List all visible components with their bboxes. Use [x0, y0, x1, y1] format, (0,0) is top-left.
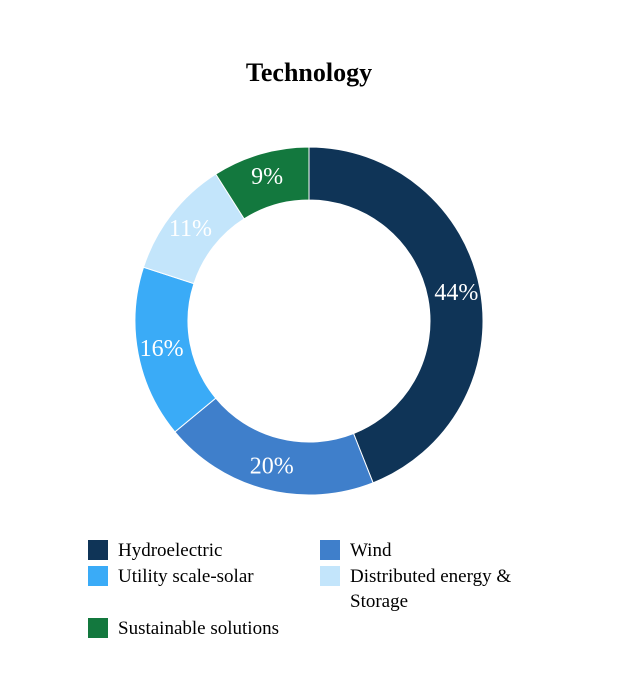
slice-hydroelectric: [308, 146, 484, 484]
legend-item-sustainable-solutions: Sustainable solutions: [88, 616, 328, 641]
slice-label-hydroelectric: 44%: [434, 280, 478, 306]
legend-swatch-distributed-energy-storage: [320, 566, 340, 586]
legend-item-hydroelectric: Hydroelectric: [88, 538, 298, 563]
legend-label-distributed-energy-storage: Distributed energy & Storage: [350, 566, 512, 612]
donut-chart: 44% 20% 16% 11% 9%: [134, 146, 484, 496]
slice-label-sustainable-solutions: 9%: [251, 164, 283, 190]
legend-label-hydroelectric: Hydroelectric: [118, 540, 223, 561]
slices-group: [134, 146, 484, 496]
legend-label-sustainable-solutions: Sustainable solutions: [118, 618, 279, 639]
slice-labels-group: 44% 20% 16% 11% 9%: [140, 164, 479, 479]
legend-item-distributed-energy-storage: Distributed energy & Storage: [320, 564, 545, 614]
legend-label-wind: Wind: [350, 540, 392, 561]
legend-label-utility-scale-solar: Utility scale-solar: [118, 566, 254, 587]
legend-swatch-sustainable-solutions: [88, 618, 108, 638]
legend-swatch-hydroelectric: [88, 540, 108, 560]
slice-label-distributed-energy-storage: 11%: [169, 216, 212, 242]
legend-item-utility-scale-solar: Utility scale-solar: [88, 564, 308, 589]
chart-title: Technology: [245, 58, 373, 87]
slice-wind: [174, 397, 374, 496]
slice-sustainable-solutions: [215, 146, 310, 220]
legend-swatch-utility-scale-solar: [88, 566, 108, 586]
legend-item-wind: Wind: [320, 538, 550, 563]
slice-label-utility-scale-solar: 16%: [140, 336, 184, 362]
legend-swatch-wind: [320, 540, 340, 560]
slice-label-wind: 20%: [250, 453, 294, 479]
